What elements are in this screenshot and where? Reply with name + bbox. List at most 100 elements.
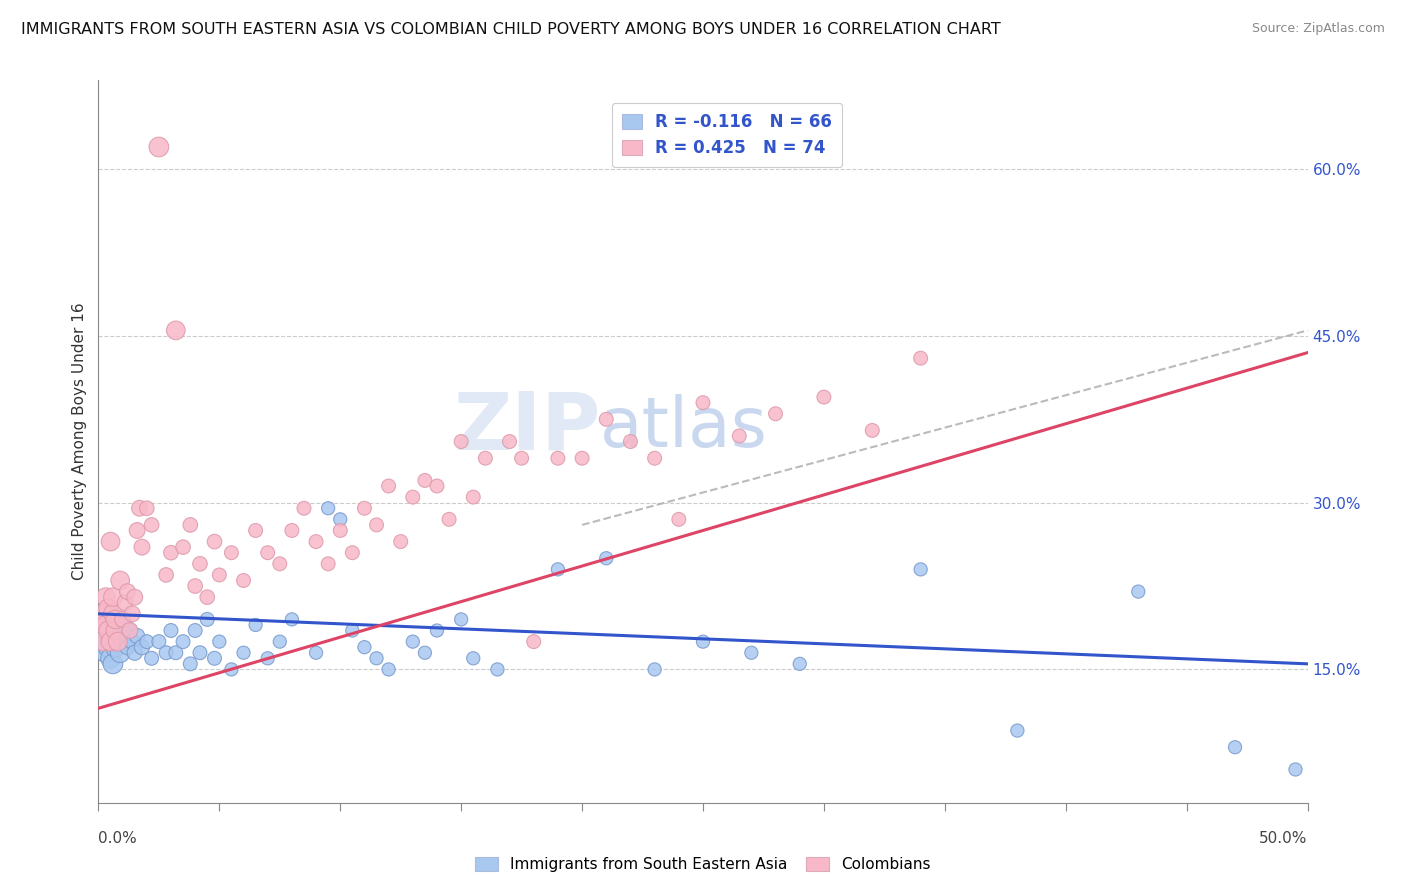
Point xyxy=(100,629,122,643)
Point xyxy=(179,517,201,532)
Point xyxy=(342,624,364,638)
Point xyxy=(316,501,339,516)
Point xyxy=(463,651,485,665)
Point xyxy=(413,646,436,660)
Point xyxy=(316,557,339,571)
Point xyxy=(172,634,194,648)
Point xyxy=(450,612,472,626)
Point xyxy=(165,323,187,337)
Point xyxy=(101,590,124,604)
Point xyxy=(1284,763,1306,777)
Point xyxy=(100,534,122,549)
Point xyxy=(94,624,117,638)
Point xyxy=(108,574,131,588)
Point xyxy=(366,651,388,665)
Point xyxy=(426,479,449,493)
Legend: R = -0.116   N = 66, R = 0.425   N = 74: R = -0.116 N = 66, R = 0.425 N = 74 xyxy=(612,103,842,168)
Point xyxy=(90,612,112,626)
Point xyxy=(377,662,399,676)
Point xyxy=(121,634,143,648)
Point xyxy=(256,546,278,560)
Point xyxy=(728,429,751,443)
Point xyxy=(692,634,714,648)
Point xyxy=(195,612,218,626)
Point xyxy=(188,557,211,571)
Point xyxy=(107,634,129,648)
Point xyxy=(463,490,485,504)
Point xyxy=(204,534,226,549)
Point xyxy=(208,568,231,582)
Point xyxy=(860,424,883,438)
Point xyxy=(127,629,149,643)
Point xyxy=(595,412,617,426)
Point xyxy=(155,568,177,582)
Point xyxy=(101,612,124,626)
Point xyxy=(128,501,150,516)
Point xyxy=(910,351,932,366)
Point xyxy=(281,524,304,538)
Point xyxy=(1223,740,1246,755)
Point xyxy=(141,651,163,665)
Point xyxy=(402,490,425,504)
Point xyxy=(789,657,811,671)
Y-axis label: Child Poverty Among Boys Under 16: Child Poverty Among Boys Under 16 xyxy=(72,302,87,581)
Point xyxy=(117,584,139,599)
Point xyxy=(437,512,460,526)
Text: Source: ZipAtlas.com: Source: ZipAtlas.com xyxy=(1251,22,1385,36)
Point xyxy=(413,474,436,488)
Point xyxy=(104,612,127,626)
Point xyxy=(619,434,641,449)
Point xyxy=(121,607,143,621)
Point xyxy=(117,640,139,655)
Point xyxy=(104,624,127,638)
Point xyxy=(118,624,141,638)
Point xyxy=(292,501,315,516)
Point xyxy=(148,140,170,154)
Point xyxy=(184,624,207,638)
Point xyxy=(97,601,120,615)
Point xyxy=(94,646,117,660)
Point xyxy=(131,540,153,554)
Text: ZIP: ZIP xyxy=(453,388,600,467)
Point xyxy=(124,646,146,660)
Point xyxy=(402,634,425,648)
Point xyxy=(135,501,157,516)
Point xyxy=(135,634,157,648)
Point xyxy=(692,395,714,409)
Point xyxy=(305,646,328,660)
Point xyxy=(97,624,120,638)
Point xyxy=(114,596,136,610)
Point xyxy=(179,657,201,671)
Point xyxy=(1007,723,1029,738)
Point xyxy=(97,618,120,632)
Point xyxy=(221,546,243,560)
Point xyxy=(389,534,412,549)
Point xyxy=(644,451,666,466)
Point xyxy=(547,451,569,466)
Point xyxy=(91,607,114,621)
Point xyxy=(100,651,122,665)
Point xyxy=(256,651,278,665)
Point xyxy=(342,546,364,560)
Point xyxy=(474,451,496,466)
Point xyxy=(353,640,375,655)
Point xyxy=(426,624,449,638)
Point xyxy=(94,590,117,604)
Point xyxy=(141,517,163,532)
Point xyxy=(221,662,243,676)
Point xyxy=(813,390,835,404)
Point xyxy=(523,634,546,648)
Point xyxy=(91,634,114,648)
Point xyxy=(353,501,375,516)
Point xyxy=(155,646,177,660)
Point xyxy=(245,524,267,538)
Point xyxy=(486,662,509,676)
Text: atlas: atlas xyxy=(600,393,768,460)
Point xyxy=(100,634,122,648)
Point xyxy=(366,517,388,532)
Text: IMMIGRANTS FROM SOUTH EASTERN ASIA VS COLOMBIAN CHILD POVERTY AMONG BOYS UNDER 1: IMMIGRANTS FROM SOUTH EASTERN ASIA VS CO… xyxy=(21,22,1001,37)
Point xyxy=(97,640,120,655)
Point xyxy=(668,512,690,526)
Point xyxy=(94,618,117,632)
Point xyxy=(148,634,170,648)
